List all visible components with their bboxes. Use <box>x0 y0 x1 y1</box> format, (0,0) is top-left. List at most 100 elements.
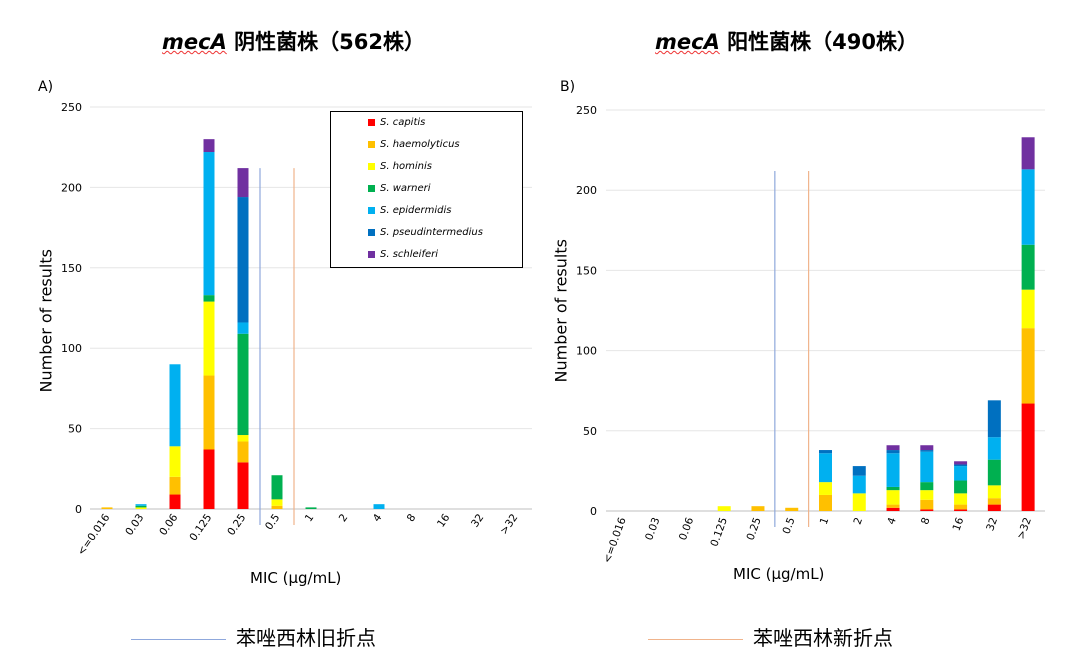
panel-a-bar-segment <box>271 475 283 500</box>
panel-b-bar-segment <box>785 507 799 511</box>
panel-a-bar-segment <box>203 301 215 376</box>
panel-a-x-tick-label: 32 <box>469 512 487 530</box>
panel-b-bar-segment <box>1021 137 1035 170</box>
panel-b-bar-segment <box>954 466 968 481</box>
panel-b-x-tick-label: 0.06 <box>677 516 696 542</box>
panel-b-x-tick-label: 8 <box>919 516 933 526</box>
legend-item-warneri: S. warneri <box>368 182 431 196</box>
panel-b-bar-segment <box>886 453 900 487</box>
panel-b-x-tick-label: 4 <box>885 516 899 527</box>
panel-a-y-tick-label: 50 <box>68 423 82 436</box>
panel-b-y-tick-label: 50 <box>583 425 597 438</box>
panel-b-bar-segment <box>1021 289 1035 329</box>
panel-b-bar-segment <box>954 464 968 467</box>
legend-item-epidermidis: S. epidermidis <box>368 204 451 218</box>
panel-a-bar-segment <box>237 462 249 509</box>
panel-b-bar-segment <box>987 498 1001 505</box>
panel-b-bar-segment <box>920 445 934 451</box>
panel-b-y-tick-label: 200 <box>576 184 597 197</box>
panel-a-title-rest: 阴性菌株（562株） <box>226 30 425 54</box>
panel-b-bar-segment <box>886 507 900 511</box>
panel-b-bar-segment <box>920 451 934 483</box>
legend-swatch <box>368 184 375 192</box>
panel-a-x-tick-label: 8 <box>405 512 419 524</box>
panel-a-bar-segment <box>373 504 385 509</box>
new-breakpoint-label: 苯唑西林新折点 <box>753 626 893 650</box>
panel-b-x-tick-label: >32 <box>1015 516 1034 541</box>
legend-item-pseudintermedius: S. pseudintermedius <box>368 226 483 240</box>
legend-label: S. capitis <box>380 117 426 128</box>
legend-label: S. warneri <box>380 183 431 194</box>
old-breakpoint-label: 苯唑西林旧折点 <box>236 626 376 650</box>
panel-a-x-tick-label: 0.125 <box>187 512 214 544</box>
panel-b-bar-segment <box>819 482 832 495</box>
panel-b-bar-segment <box>954 509 968 511</box>
panel-b-bar-segment <box>920 499 934 510</box>
panel-a-x-tick-label: >32 <box>498 512 521 537</box>
panel-a-x-tick-label: 0.25 <box>225 512 248 538</box>
legend-swatch <box>368 162 375 170</box>
legend-swatch <box>368 250 375 258</box>
panel-a-x-tick-label: 2 <box>337 512 351 524</box>
panel-a-bar-segment <box>169 446 181 477</box>
panel-a-gene: mecA <box>162 30 227 54</box>
panel-b-x-tick-label: 0.125 <box>708 516 730 548</box>
panel-a-x-axis-label: MIC (µg/mL) <box>250 569 342 587</box>
panel-a-bar-segment <box>203 295 215 302</box>
panel-b-bar-segment <box>852 493 866 511</box>
panel-a-bar-segment <box>169 476 181 495</box>
old-breakpoint-line-sample <box>131 639 226 640</box>
old-breakpoint-legend: 苯唑西林旧折点 <box>131 622 376 651</box>
panel-a-bar-segment <box>135 504 147 506</box>
panel-a-y-tick-label: 200 <box>61 181 82 194</box>
panel-a-bar-segment <box>203 139 215 153</box>
panel-b-bar-segment <box>886 486 900 491</box>
legend-label: S. epidermidis <box>380 205 452 216</box>
legend-swatch <box>368 206 375 214</box>
panel-b-bar-segment <box>1021 244 1035 290</box>
panel-a-x-tick-label: <=0.016 <box>75 512 112 558</box>
panel-b-x-tick-label: 1 <box>818 516 832 526</box>
panel-b-x-tick-label: 32 <box>984 516 1000 533</box>
panel-b-y-tick-label: 150 <box>576 264 597 277</box>
legend-swatch <box>368 140 375 148</box>
panel-b-bar-segment <box>852 475 866 494</box>
panel-b-bar-segment <box>954 461 968 465</box>
panel-b-bar-segment <box>819 450 832 454</box>
legend-swatch <box>368 228 375 236</box>
panel-a-bar-segment <box>169 494 181 509</box>
panel-b-bar-segment <box>920 509 934 511</box>
panel-b-letter: B) <box>560 79 576 95</box>
panel-a-bar-segment <box>305 507 317 509</box>
legend-label: S. hominis <box>380 161 433 172</box>
panel-a-bar-segment <box>271 505 283 509</box>
panel-b-bar-segment <box>886 450 900 454</box>
panel-b-y-tick-label: 250 <box>576 104 597 117</box>
panel-a-x-tick-label: 0.06 <box>157 512 180 538</box>
panel-b-x-tick-label: 0.03 <box>643 516 662 542</box>
panel-a-bar-segment <box>101 507 113 509</box>
panel-b-bar-segment <box>1021 169 1035 245</box>
panel-b-bar-segment <box>954 480 968 494</box>
panel-a-x-tick-label: 1 <box>303 512 317 524</box>
panel-b-bar-segment <box>1021 403 1035 511</box>
panel-a-bar-segment <box>203 152 215 296</box>
panel-a-y-tick-label: 100 <box>61 342 82 355</box>
legend-item-hominis: S. hominis <box>368 160 432 174</box>
panel-a-y-tick-label: 0 <box>75 503 82 516</box>
panel-b-bar-segment <box>920 450 934 452</box>
species-legend: S. capitis S. haemolyticus S. hominis S.… <box>330 111 523 268</box>
panel-b-bar-segment <box>886 490 900 505</box>
panel-b-x-tick-label: 16 <box>951 516 967 533</box>
panel-b-bar-segment <box>886 504 900 508</box>
panel-b-bar-segment <box>920 490 934 500</box>
panel-a-bar-segment <box>169 364 181 447</box>
panel-b-bar-segment <box>987 504 1001 511</box>
panel-a-bar-segment <box>135 505 147 508</box>
panel-b-bar-segment <box>954 504 968 510</box>
panel-b-x-tick-label: 0.5 <box>781 516 798 536</box>
panel-a-bar-segment <box>135 507 147 509</box>
panel-a-x-tick-label: 0.03 <box>123 512 146 538</box>
panel-b-bar-segment <box>819 494 832 511</box>
panel-a-y-tick-label: 150 <box>61 262 82 275</box>
